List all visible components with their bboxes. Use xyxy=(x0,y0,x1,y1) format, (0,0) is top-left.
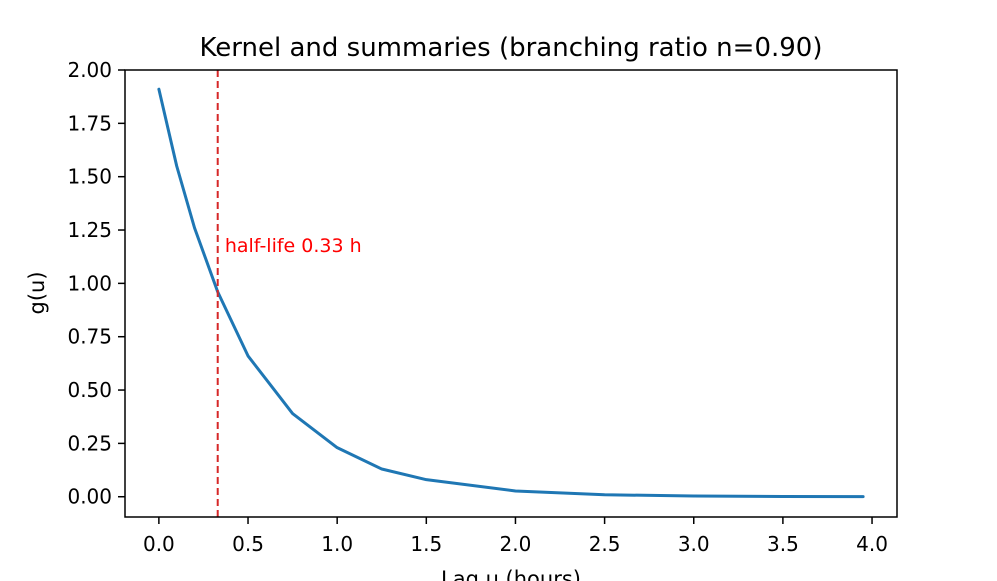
x-tick-label: 1.5 xyxy=(410,532,442,556)
y-tick-label: 1.25 xyxy=(67,218,112,242)
x-tick-label: 3.5 xyxy=(767,532,799,556)
x-tick-label: 0.5 xyxy=(232,532,264,556)
x-axis-label: Lag u (hours) xyxy=(441,567,581,581)
x-tick-label: 2.0 xyxy=(500,532,532,556)
y-tick-label: 0.75 xyxy=(67,325,112,349)
x-tick-label: 0.0 xyxy=(143,532,175,556)
y-axis-label: g(u) xyxy=(25,271,49,314)
chart-title: Kernel and summaries (branching ratio n=… xyxy=(200,33,823,63)
y-tick-label: 0.50 xyxy=(67,378,112,402)
y-tick-label: 2.00 xyxy=(67,58,112,82)
x-tick-label: 3.0 xyxy=(678,532,710,556)
y-tick-label: 1.00 xyxy=(67,271,112,295)
plot-frame xyxy=(124,69,898,518)
y-tick-label: 0.25 xyxy=(67,431,112,455)
x-tick-label: 2.5 xyxy=(589,532,621,556)
y-tick-label: 1.50 xyxy=(67,165,112,189)
plot-area: 0.0 0.5 1.0 1.5 2.0 2.5 3.0 3.5 4.0 0.00 0.25 0.50 0… xyxy=(67,58,898,556)
kernel-curve xyxy=(157,87,865,499)
y-tick-label: 1.75 xyxy=(67,111,112,135)
half-life-label: half-life 0.33 h xyxy=(225,235,362,257)
x-tick-label: 1.0 xyxy=(321,532,353,556)
x-tick-label: 4.0 xyxy=(856,532,888,556)
y-tick-label: 0.00 xyxy=(67,485,112,509)
